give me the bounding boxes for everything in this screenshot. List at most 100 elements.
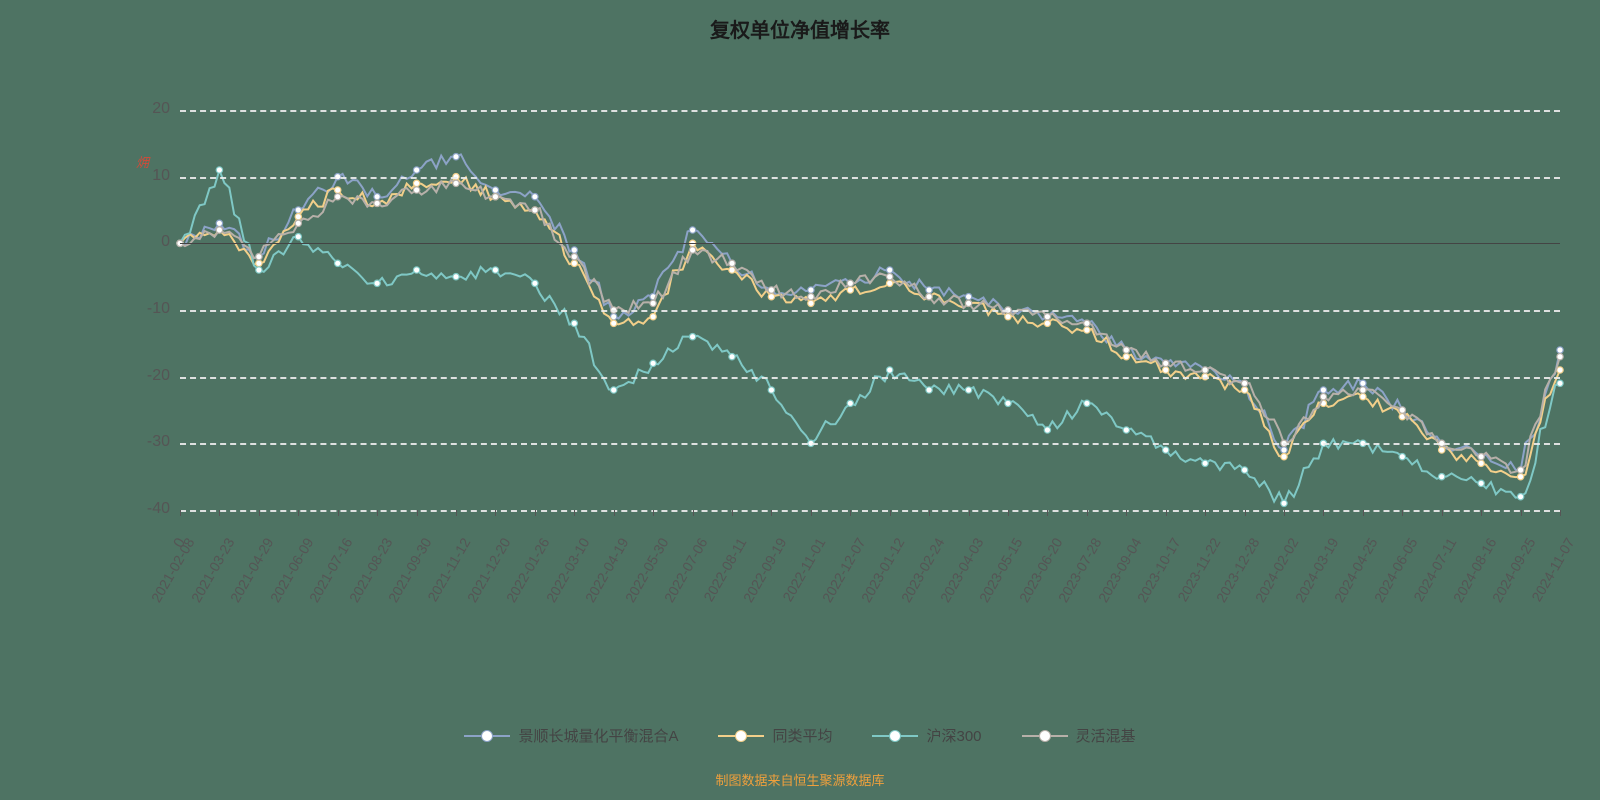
series-marker: [256, 260, 262, 266]
series-marker: [571, 320, 577, 326]
series-marker: [965, 294, 971, 300]
series-marker: [216, 220, 222, 226]
series-marker: [689, 227, 695, 233]
gridline: [180, 443, 1560, 445]
series-marker: [1123, 347, 1129, 353]
x-tick: [614, 510, 615, 516]
series-marker: [1123, 354, 1129, 360]
series-marker: [1044, 320, 1050, 326]
x-tick: [1402, 510, 1403, 516]
y-tick-label: -10: [130, 300, 170, 318]
series-marker: [887, 274, 893, 280]
x-tick: [1047, 510, 1048, 516]
series-marker: [1202, 460, 1208, 466]
series-marker: [1281, 447, 1287, 453]
series-marker: [1202, 367, 1208, 373]
gridline: [180, 243, 1560, 244]
legend-label: 同类平均: [772, 725, 832, 746]
series-marker: [1005, 400, 1011, 406]
series-marker: [374, 194, 380, 200]
series-marker: [492, 187, 498, 193]
series-marker: [453, 154, 459, 160]
series-marker: [768, 287, 774, 293]
series-line: [180, 154, 1560, 470]
chart-legend: 景顺长城量化平衡混合A同类平均沪深300灵活混基: [0, 725, 1600, 746]
series-marker: [1084, 320, 1090, 326]
series-marker: [768, 387, 774, 393]
x-tick: [574, 510, 575, 516]
series-marker: [335, 194, 341, 200]
series-marker: [413, 187, 419, 193]
gridline: [180, 110, 1560, 112]
y-tick-label: -20: [130, 367, 170, 385]
series-marker: [1044, 314, 1050, 320]
y-tick-label: 0: [130, 233, 170, 251]
legend-item: 灵活混基: [1022, 725, 1136, 746]
x-tick: [1087, 510, 1088, 516]
series-marker: [729, 260, 735, 266]
series-marker: [295, 234, 301, 240]
x-tick: [1481, 510, 1482, 516]
legend-swatch: [718, 730, 764, 742]
series-marker: [1320, 394, 1326, 400]
series-marker: [1163, 360, 1169, 366]
series-marker: [374, 200, 380, 206]
series-marker: [689, 334, 695, 340]
legend-swatch: [872, 730, 918, 742]
series-marker: [295, 220, 301, 226]
series-marker: [808, 300, 814, 306]
x-axis-labels: 02021-02-082021-03-232021-04-292021-06-0…: [180, 535, 1560, 675]
x-tick: [1442, 510, 1443, 516]
series-line: [180, 180, 1560, 473]
x-tick: [1126, 510, 1127, 516]
series-marker: [216, 227, 222, 233]
series-marker: [492, 267, 498, 273]
series-marker: [374, 280, 380, 286]
series-marker: [1163, 447, 1169, 453]
gridline: [180, 310, 1560, 312]
series-marker: [1557, 367, 1563, 373]
series-marker: [453, 180, 459, 186]
series-marker: [965, 387, 971, 393]
series-marker: [1478, 480, 1484, 486]
series-marker: [1557, 354, 1563, 360]
x-tick: [929, 510, 930, 516]
x-tick: [771, 510, 772, 516]
x-tick: [1323, 510, 1324, 516]
series-marker: [1123, 427, 1129, 433]
x-tick: [1205, 510, 1206, 516]
series-marker: [1281, 500, 1287, 506]
series-marker: [571, 247, 577, 253]
series-marker: [887, 267, 893, 273]
series-marker: [1044, 427, 1050, 433]
x-tick: [1166, 510, 1167, 516]
series-marker: [1557, 380, 1563, 386]
series-marker: [413, 167, 419, 173]
series-marker: [1084, 400, 1090, 406]
series-marker: [492, 194, 498, 200]
x-tick: [417, 510, 418, 516]
legend-swatch: [1022, 730, 1068, 742]
series-marker: [1399, 407, 1405, 413]
legend-label: 灵活混基: [1076, 725, 1136, 746]
series-marker: [1360, 387, 1366, 393]
x-tick: [890, 510, 891, 516]
series-marker: [808, 287, 814, 293]
series-marker: [413, 267, 419, 273]
series-marker: [926, 387, 932, 393]
x-tick: [693, 510, 694, 516]
series-marker: [256, 254, 262, 260]
x-tick: [850, 510, 851, 516]
series-marker: [335, 260, 341, 266]
series-marker: [965, 300, 971, 306]
chart-credit: 制图数据来自恒生聚源数据库: [0, 770, 1600, 789]
gridline: [180, 377, 1560, 379]
series-marker: [1517, 467, 1523, 473]
x-tick: [259, 510, 260, 516]
y-tick-label: 20: [130, 100, 170, 118]
series-marker: [1439, 447, 1445, 453]
series-marker: [887, 280, 893, 286]
series-marker: [1241, 467, 1247, 473]
x-tick: [811, 510, 812, 516]
x-tick: [219, 510, 220, 516]
